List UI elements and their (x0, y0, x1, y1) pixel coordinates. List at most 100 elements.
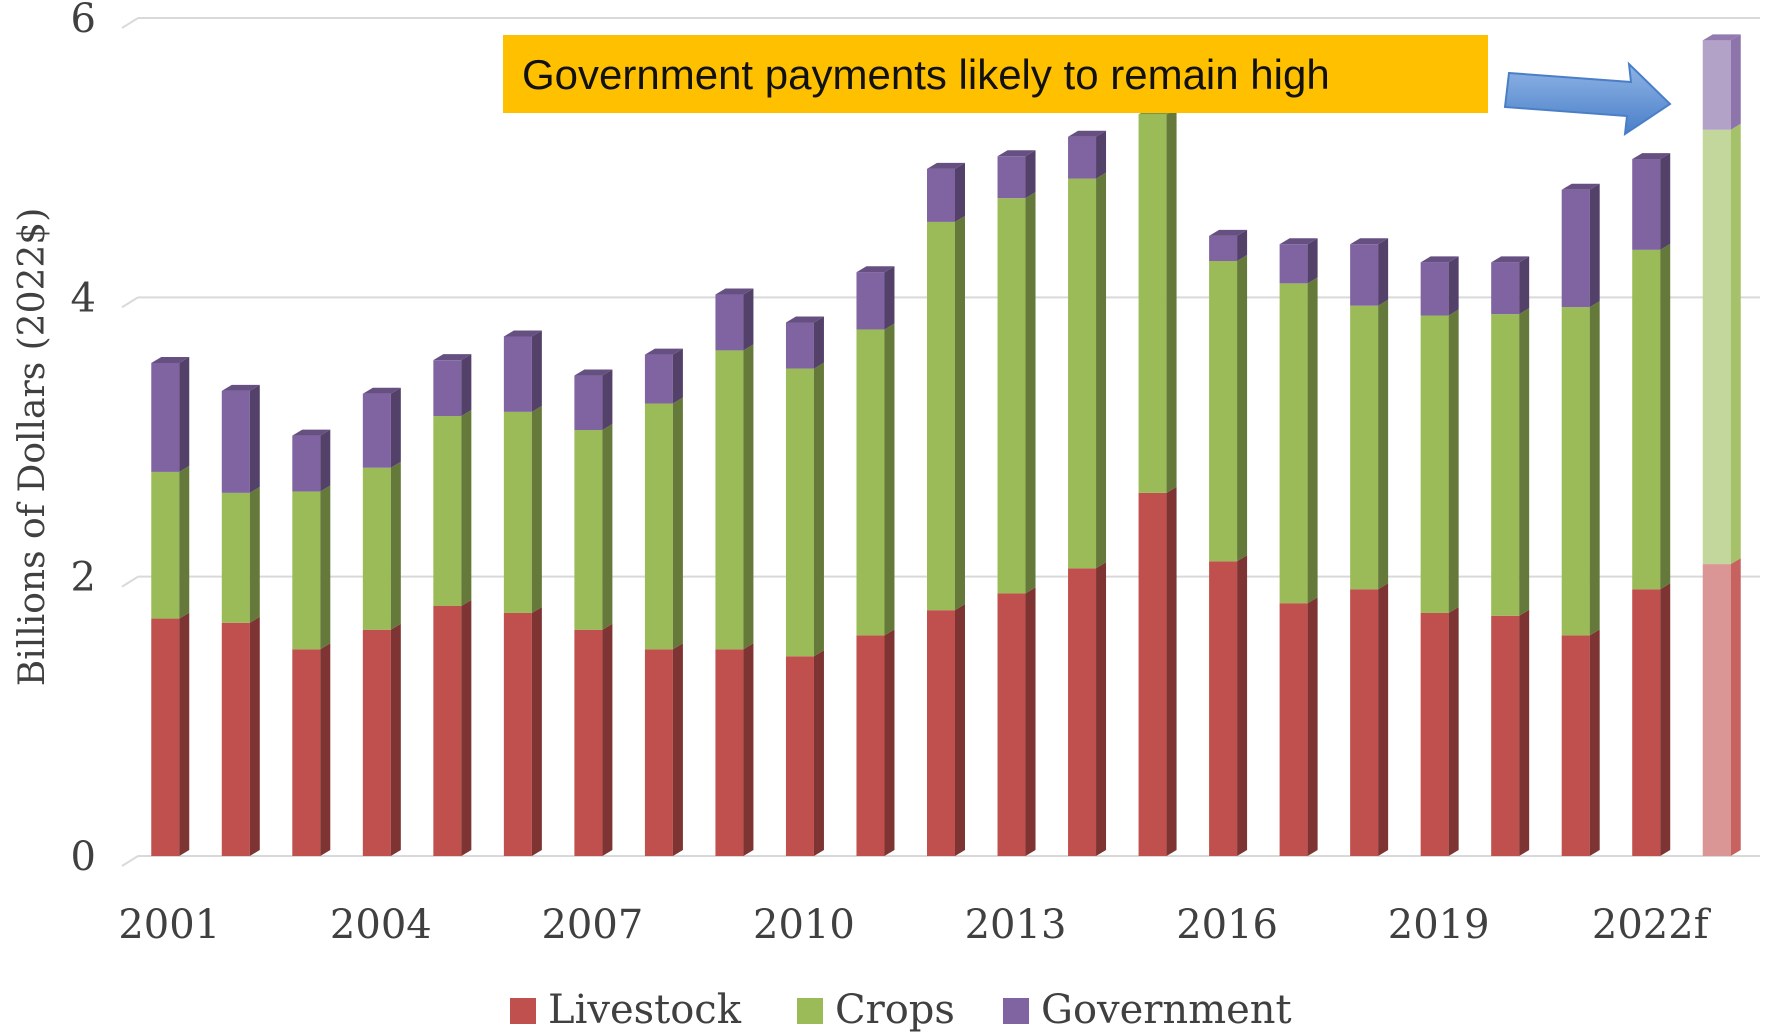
bar-side (1519, 308, 1530, 616)
bar-front (1420, 262, 1449, 316)
bar-front (292, 649, 321, 856)
bar-top-2011 (856, 266, 895, 273)
bar-side (1519, 609, 1530, 856)
bar-front (997, 593, 1026, 856)
bar-side (743, 344, 754, 650)
bar-front (785, 322, 814, 369)
bar-front (1632, 249, 1661, 590)
bar-top-2006 (503, 330, 542, 337)
legend-label: Crops (835, 987, 955, 1033)
bar-side (955, 162, 965, 222)
bar-side (1307, 597, 1318, 856)
bar-front (221, 390, 250, 493)
bar-government-2021 (1561, 183, 1600, 308)
bar-side (179, 612, 190, 856)
x-tick-label: 2004 (330, 902, 432, 948)
bar-top-2021 (1561, 183, 1600, 190)
bar-front (221, 622, 250, 856)
bar-front (927, 221, 955, 611)
y-tick-label: 6 (71, 0, 96, 42)
bar-livestock-2015 (1138, 486, 1177, 856)
bar-side (1237, 229, 1248, 262)
bar-top-2012 (927, 162, 965, 169)
bar-front (1350, 305, 1379, 590)
bar-front (292, 435, 321, 492)
bar-side (1448, 606, 1459, 856)
bar-side (249, 486, 260, 623)
bar-side (1307, 238, 1318, 284)
bar-government-2013 (997, 150, 1036, 199)
bar-side (1730, 34, 1741, 130)
bar-livestock-2017 (1279, 597, 1318, 856)
bar-front (574, 375, 603, 431)
bar-front (1279, 283, 1308, 604)
bar-crops-2013 (997, 192, 1036, 594)
bar-side (1025, 150, 1036, 199)
arrow-icon (1503, 61, 1672, 137)
x-tick-label: 2001 (118, 902, 220, 948)
y-tick-label: 4 (71, 275, 96, 321)
bar-crops-2012 (927, 215, 965, 611)
bar-front (1702, 40, 1731, 130)
bar-side (320, 429, 331, 492)
bar-side (1730, 558, 1741, 856)
legend-swatch (510, 998, 536, 1024)
bar-side (1025, 192, 1036, 594)
bar-top-2007 (574, 369, 613, 376)
bar-side (531, 330, 542, 412)
bar-side (179, 465, 190, 619)
bar-side (1660, 153, 1671, 250)
bar-front (151, 471, 180, 619)
bar-front (1420, 315, 1449, 613)
bar-side (531, 405, 542, 613)
y-axis-label: Billions of Dollars (2022$) (12, 208, 53, 687)
bar-government-2010 (785, 316, 824, 369)
bar-front (1350, 589, 1379, 856)
bar-crops-2018 (1350, 299, 1389, 590)
bar-government-2002 (221, 384, 260, 493)
bar-government-2023 (1702, 34, 1741, 130)
bar-livestock-2020 (1491, 609, 1530, 856)
bar-top-2019 (1420, 256, 1459, 263)
bar-crops-2010 (785, 362, 824, 657)
bar-front (644, 403, 673, 650)
bar-top-2005 (433, 354, 472, 361)
bar-livestock-2006 (503, 606, 542, 856)
bar-government-2012 (927, 162, 965, 222)
bar-front (1702, 564, 1731, 856)
bar-front (433, 416, 462, 606)
x-tick-label: 2010 (753, 902, 855, 948)
bar-side (320, 643, 331, 856)
bar-livestock-2022 (1632, 583, 1671, 856)
bar-front (997, 156, 1026, 199)
bar-side (1237, 555, 1248, 856)
bar-top-2023 (1702, 34, 1741, 41)
bar-front (1491, 615, 1520, 856)
y-axis-ticks: 0 2 4 6 (71, 0, 96, 880)
bar-side (1166, 486, 1177, 856)
bar-top-2013 (997, 150, 1036, 157)
bar-front (1350, 244, 1379, 306)
annotation-box (503, 35, 1488, 113)
bar-livestock-2004 (362, 623, 401, 856)
bar-livestock-2005 (433, 599, 472, 856)
bar-side (179, 356, 190, 472)
bar-front (574, 430, 603, 630)
bar-side (249, 384, 260, 493)
bar-side (1519, 256, 1530, 315)
bar-side (1166, 108, 1177, 493)
bar-front (1420, 612, 1449, 856)
bar-side (461, 354, 472, 417)
bar-side (1378, 299, 1389, 590)
bar-side (320, 485, 331, 650)
bar-side (743, 643, 754, 856)
bar-crops-2014 (1068, 172, 1107, 569)
bar-crops-2019 (1420, 309, 1459, 613)
bar-livestock-2014 (1068, 562, 1107, 856)
legend-label: Livestock (548, 987, 742, 1033)
bar-livestock-2019 (1420, 606, 1459, 856)
bar-front (503, 411, 532, 613)
bar-front (1209, 235, 1238, 262)
legend-swatch (1003, 998, 1029, 1024)
bar-side (672, 397, 683, 650)
